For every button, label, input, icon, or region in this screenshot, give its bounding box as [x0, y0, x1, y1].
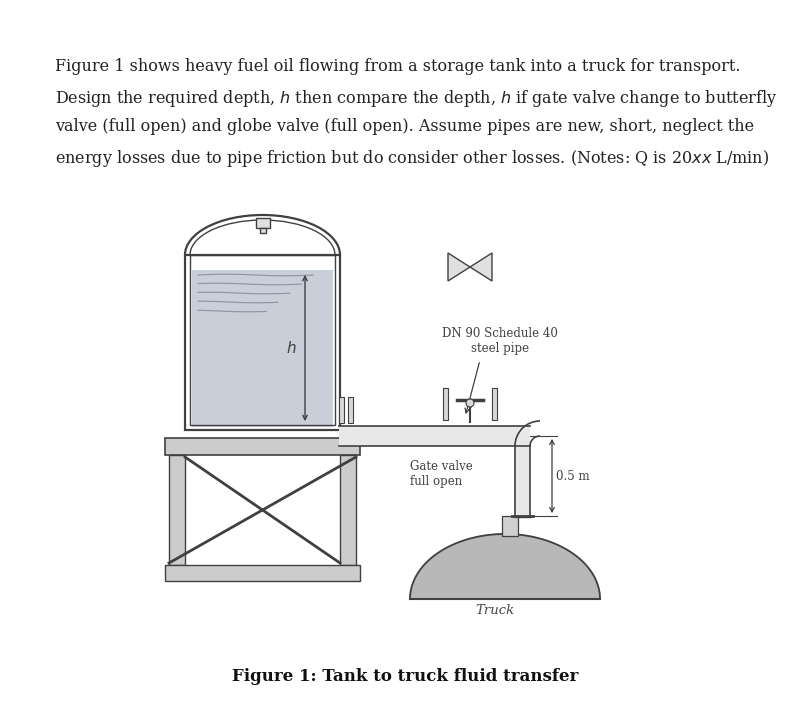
Bar: [260, 228, 265, 233]
Text: Gate valve
full open: Gate valve full open: [410, 460, 473, 488]
Bar: [492, 388, 497, 420]
Bar: [339, 397, 344, 423]
Bar: [169, 455, 185, 565]
Polygon shape: [410, 534, 600, 599]
Text: Figure 1: Tank to truck fluid transfer: Figure 1: Tank to truck fluid transfer: [232, 668, 578, 685]
Bar: [443, 388, 448, 420]
Text: Truck: Truck: [475, 605, 514, 617]
Text: energy losses due to pipe friction but do consider other losses. (Notes: Q is 20: energy losses due to pipe friction but d…: [55, 148, 769, 169]
Polygon shape: [192, 270, 333, 427]
Text: $h$: $h$: [286, 340, 297, 356]
Polygon shape: [470, 253, 492, 281]
Bar: [348, 397, 353, 423]
Polygon shape: [339, 426, 530, 446]
Bar: [255, 218, 269, 228]
Bar: [165, 438, 360, 455]
Bar: [165, 565, 360, 581]
Bar: [190, 255, 335, 425]
Bar: [185, 255, 340, 430]
Text: Design the required depth, $h$ then compare the depth, $h$ if gate valve change : Design the required depth, $h$ then comp…: [55, 88, 778, 109]
Polygon shape: [448, 253, 470, 281]
Text: valve (full open) and globe valve (full open). Assume pipes are new, short, negl: valve (full open) and globe valve (full …: [55, 118, 754, 135]
Text: Figure 1 shows heavy fuel oil flowing from a storage tank into a truck for trans: Figure 1 shows heavy fuel oil flowing fr…: [55, 58, 740, 75]
Text: 0.5 m: 0.5 m: [556, 470, 590, 482]
Circle shape: [466, 399, 474, 407]
Bar: [502, 516, 518, 536]
Bar: [340, 455, 356, 565]
Polygon shape: [515, 446, 530, 516]
Text: DN 90 Schedule 40
steel pipe: DN 90 Schedule 40 steel pipe: [442, 327, 558, 355]
